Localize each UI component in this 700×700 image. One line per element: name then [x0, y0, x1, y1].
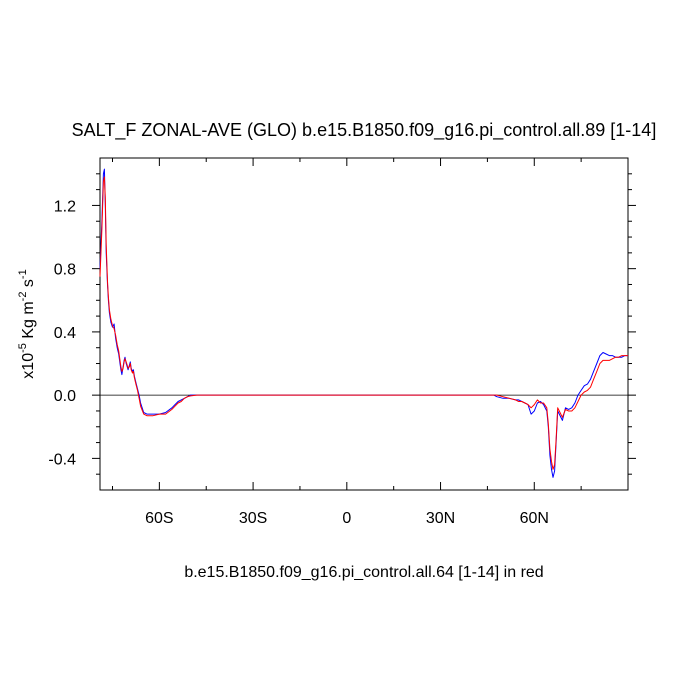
x-tick-label: 30N [426, 510, 455, 527]
y-tick-label: 0.0 [54, 388, 76, 405]
y-axis-label-unit2-exponent: -1 [17, 269, 29, 279]
x-tick-label: 30S [239, 510, 267, 527]
series-line-red [99, 176, 628, 470]
x-axis-label: b.e15.B1850.f09_g16.pi_control.all.64 [1… [184, 564, 543, 581]
x-tick-label: 0 [342, 510, 351, 527]
y-tick-label: 0.8 [54, 262, 76, 279]
y-axis-label-scale: x10 [20, 353, 37, 379]
y-tick-label: 1.2 [54, 198, 76, 215]
plot-frame [99, 157, 629, 491]
chart-title: SALT_F ZONAL-AVE (GLO) b.e15.B1850.f09_g… [72, 120, 657, 141]
y-tick-label: -0.4 [48, 451, 76, 468]
y-axis-label: x10-5 Kg m-2 s-1 [17, 269, 37, 378]
y-tick-label: 0.4 [54, 325, 76, 342]
plot-area: 60S 30S 0 30N 60N 1.2 0.8 0.4 0.0 -0.4 [48, 157, 636, 527]
y-axis-label-unit1-exponent: -2 [17, 292, 29, 302]
x-tick-label: 60N [520, 510, 549, 527]
axis-ticks [92, 158, 636, 490]
series-group [99, 168, 628, 478]
x-tick-label: 60S [145, 510, 173, 527]
y-axis-label-scale-exponent: -5 [17, 343, 29, 353]
y-axis-label-unit1: Kg m [20, 301, 37, 343]
y-axis-label-unit2: s [20, 279, 37, 291]
tick-labels: 60S 30S 0 30N 60N 1.2 0.8 0.4 0.0 -0.4 [48, 198, 549, 527]
